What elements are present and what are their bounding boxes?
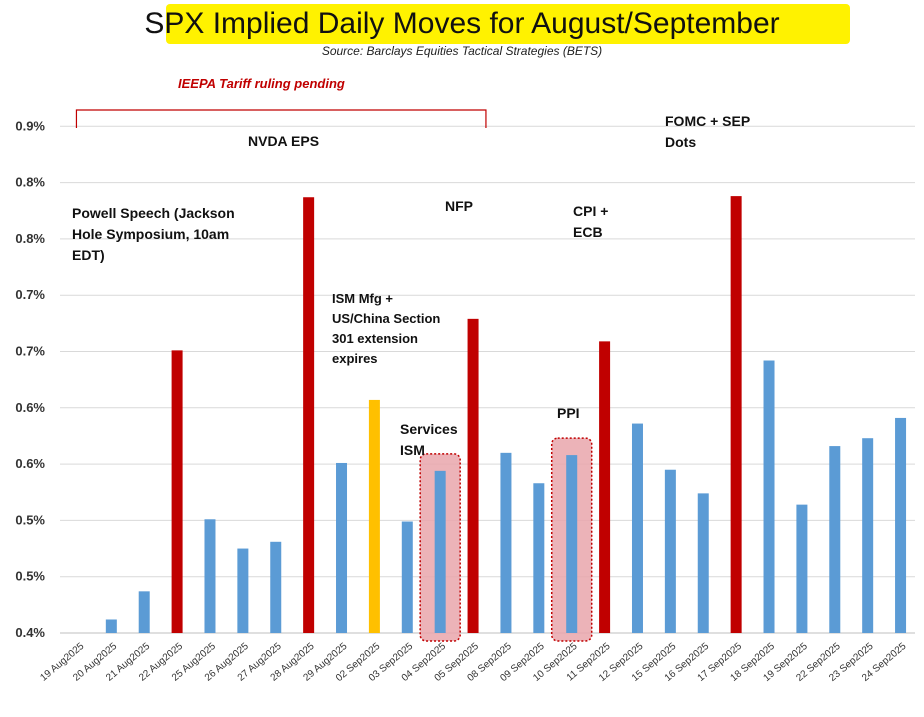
- bar: [270, 541, 282, 633]
- bar: [138, 591, 150, 633]
- bar: [796, 504, 808, 633]
- annotation-line: ISM: [400, 442, 425, 458]
- chart-title: SPX Implied Daily Moves for August/Septe…: [144, 7, 780, 40]
- bar: [467, 318, 479, 633]
- chart-subtitle: Source: Barclays Equities Tactical Strat…: [321, 44, 603, 58]
- annotation-line: PPI: [557, 405, 580, 421]
- annotation-line: FOMC + SEP: [665, 113, 751, 129]
- y-tick-label: 0.9%: [15, 118, 45, 133]
- annotation-nfp: NFP: [445, 196, 473, 217]
- annotation-line: EDT): [72, 247, 105, 263]
- annotation-line: Dots: [665, 134, 697, 150]
- y-tick-label: 0.5%: [15, 512, 45, 527]
- annotation-fomc: FOMC + SEP Dots: [665, 111, 750, 153]
- annotation-line: NVDA EPS: [248, 133, 320, 149]
- bar: [105, 619, 117, 633]
- bar: [664, 469, 676, 633]
- bar: [829, 446, 841, 633]
- annotation-services-ism: Services ISM: [400, 419, 458, 461]
- bar: [237, 548, 249, 633]
- y-tick-label: 0.6%: [15, 400, 45, 415]
- bar: [204, 519, 216, 633]
- bar: [533, 483, 545, 633]
- range-label: IEEPA Tariff ruling pending: [178, 76, 345, 91]
- bar: [599, 341, 611, 633]
- annotation-line: Hole Symposium, 10am: [72, 226, 230, 242]
- y-tick-label: 0.4%: [15, 625, 45, 640]
- annotation-powell: Powell Speech (Jackson Hole Symposium, 1…: [72, 203, 235, 266]
- bar: [763, 360, 775, 633]
- annotation-line: CPI +: [573, 203, 609, 219]
- title-highlight: [166, 4, 850, 44]
- annotation-cpi: CPI + ECB: [573, 201, 608, 243]
- range-bracket: [75, 109, 487, 128]
- bar: [434, 470, 446, 633]
- bar: [697, 493, 709, 633]
- bar: [500, 452, 512, 633]
- annotation-line: expires: [332, 351, 378, 366]
- y-tick-label: 0.8%: [15, 231, 45, 246]
- annotation-line: 301 extension: [332, 331, 418, 346]
- annotation-nvda: NVDA EPS: [248, 131, 319, 152]
- annotation-line: Powell Speech (Jackson: [72, 205, 235, 221]
- y-tick-label: 0.7%: [15, 344, 45, 359]
- annotation-ism-mfg: ISM Mfg + US/China Section 301 extension…: [332, 289, 440, 369]
- annotation-ppi: PPI: [557, 403, 580, 424]
- bar: [566, 455, 578, 633]
- bar: [730, 196, 742, 633]
- bar: [171, 350, 183, 633]
- bar: [368, 399, 380, 633]
- y-tick-label: 0.5%: [15, 569, 45, 584]
- bar: [401, 521, 413, 633]
- bar: [303, 197, 315, 633]
- bar: [862, 438, 874, 633]
- y-tick-label: 0.7%: [15, 287, 45, 302]
- annotation-line: US/China Section: [332, 311, 441, 326]
- annotation-line: ECB: [573, 224, 603, 240]
- annotation-line: ISM Mfg +: [332, 291, 394, 306]
- annotation-line: Services: [400, 421, 458, 437]
- y-tick-label: 0.8%: [15, 175, 45, 190]
- bar: [336, 462, 348, 633]
- bar: [895, 417, 907, 633]
- bar: [631, 423, 643, 633]
- y-tick-label: 0.6%: [15, 456, 45, 471]
- annotation-line: NFP: [445, 198, 473, 214]
